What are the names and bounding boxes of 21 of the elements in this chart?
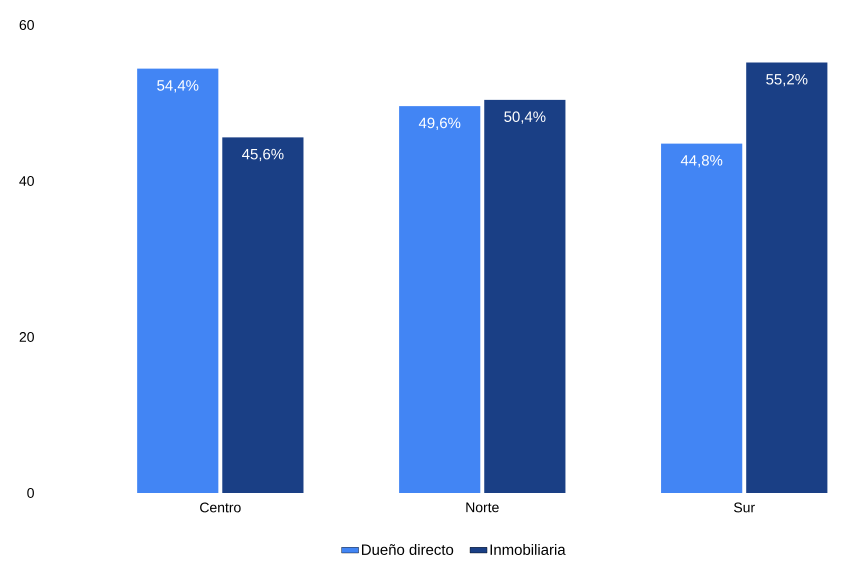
x-tick-label: Sur [734,502,755,512]
y-tick-label: 40 [19,176,34,186]
data-label: 44,8% [680,155,722,168]
data-label: 55,2% [766,74,808,86]
x-tick-label: Norte [466,502,499,512]
x-tick-label: Centro [200,502,241,512]
data-label: 54,4% [157,80,198,92]
data-label: 45,6% [242,148,284,162]
bar [746,62,828,493]
bar [484,100,566,493]
bar [222,137,304,493]
data-label: 49,6% [418,118,460,130]
bar [399,106,480,493]
y-tick-label: 0 [27,488,34,498]
bar [137,68,218,493]
legend-label: Dueño directo [362,544,454,555]
data-label: 50,4% [504,111,546,124]
y-tick-label: 60 [20,20,34,30]
bar [661,144,742,493]
legend-label: Inmobiliaria [490,544,566,555]
y-tick-label: 20 [20,332,34,342]
